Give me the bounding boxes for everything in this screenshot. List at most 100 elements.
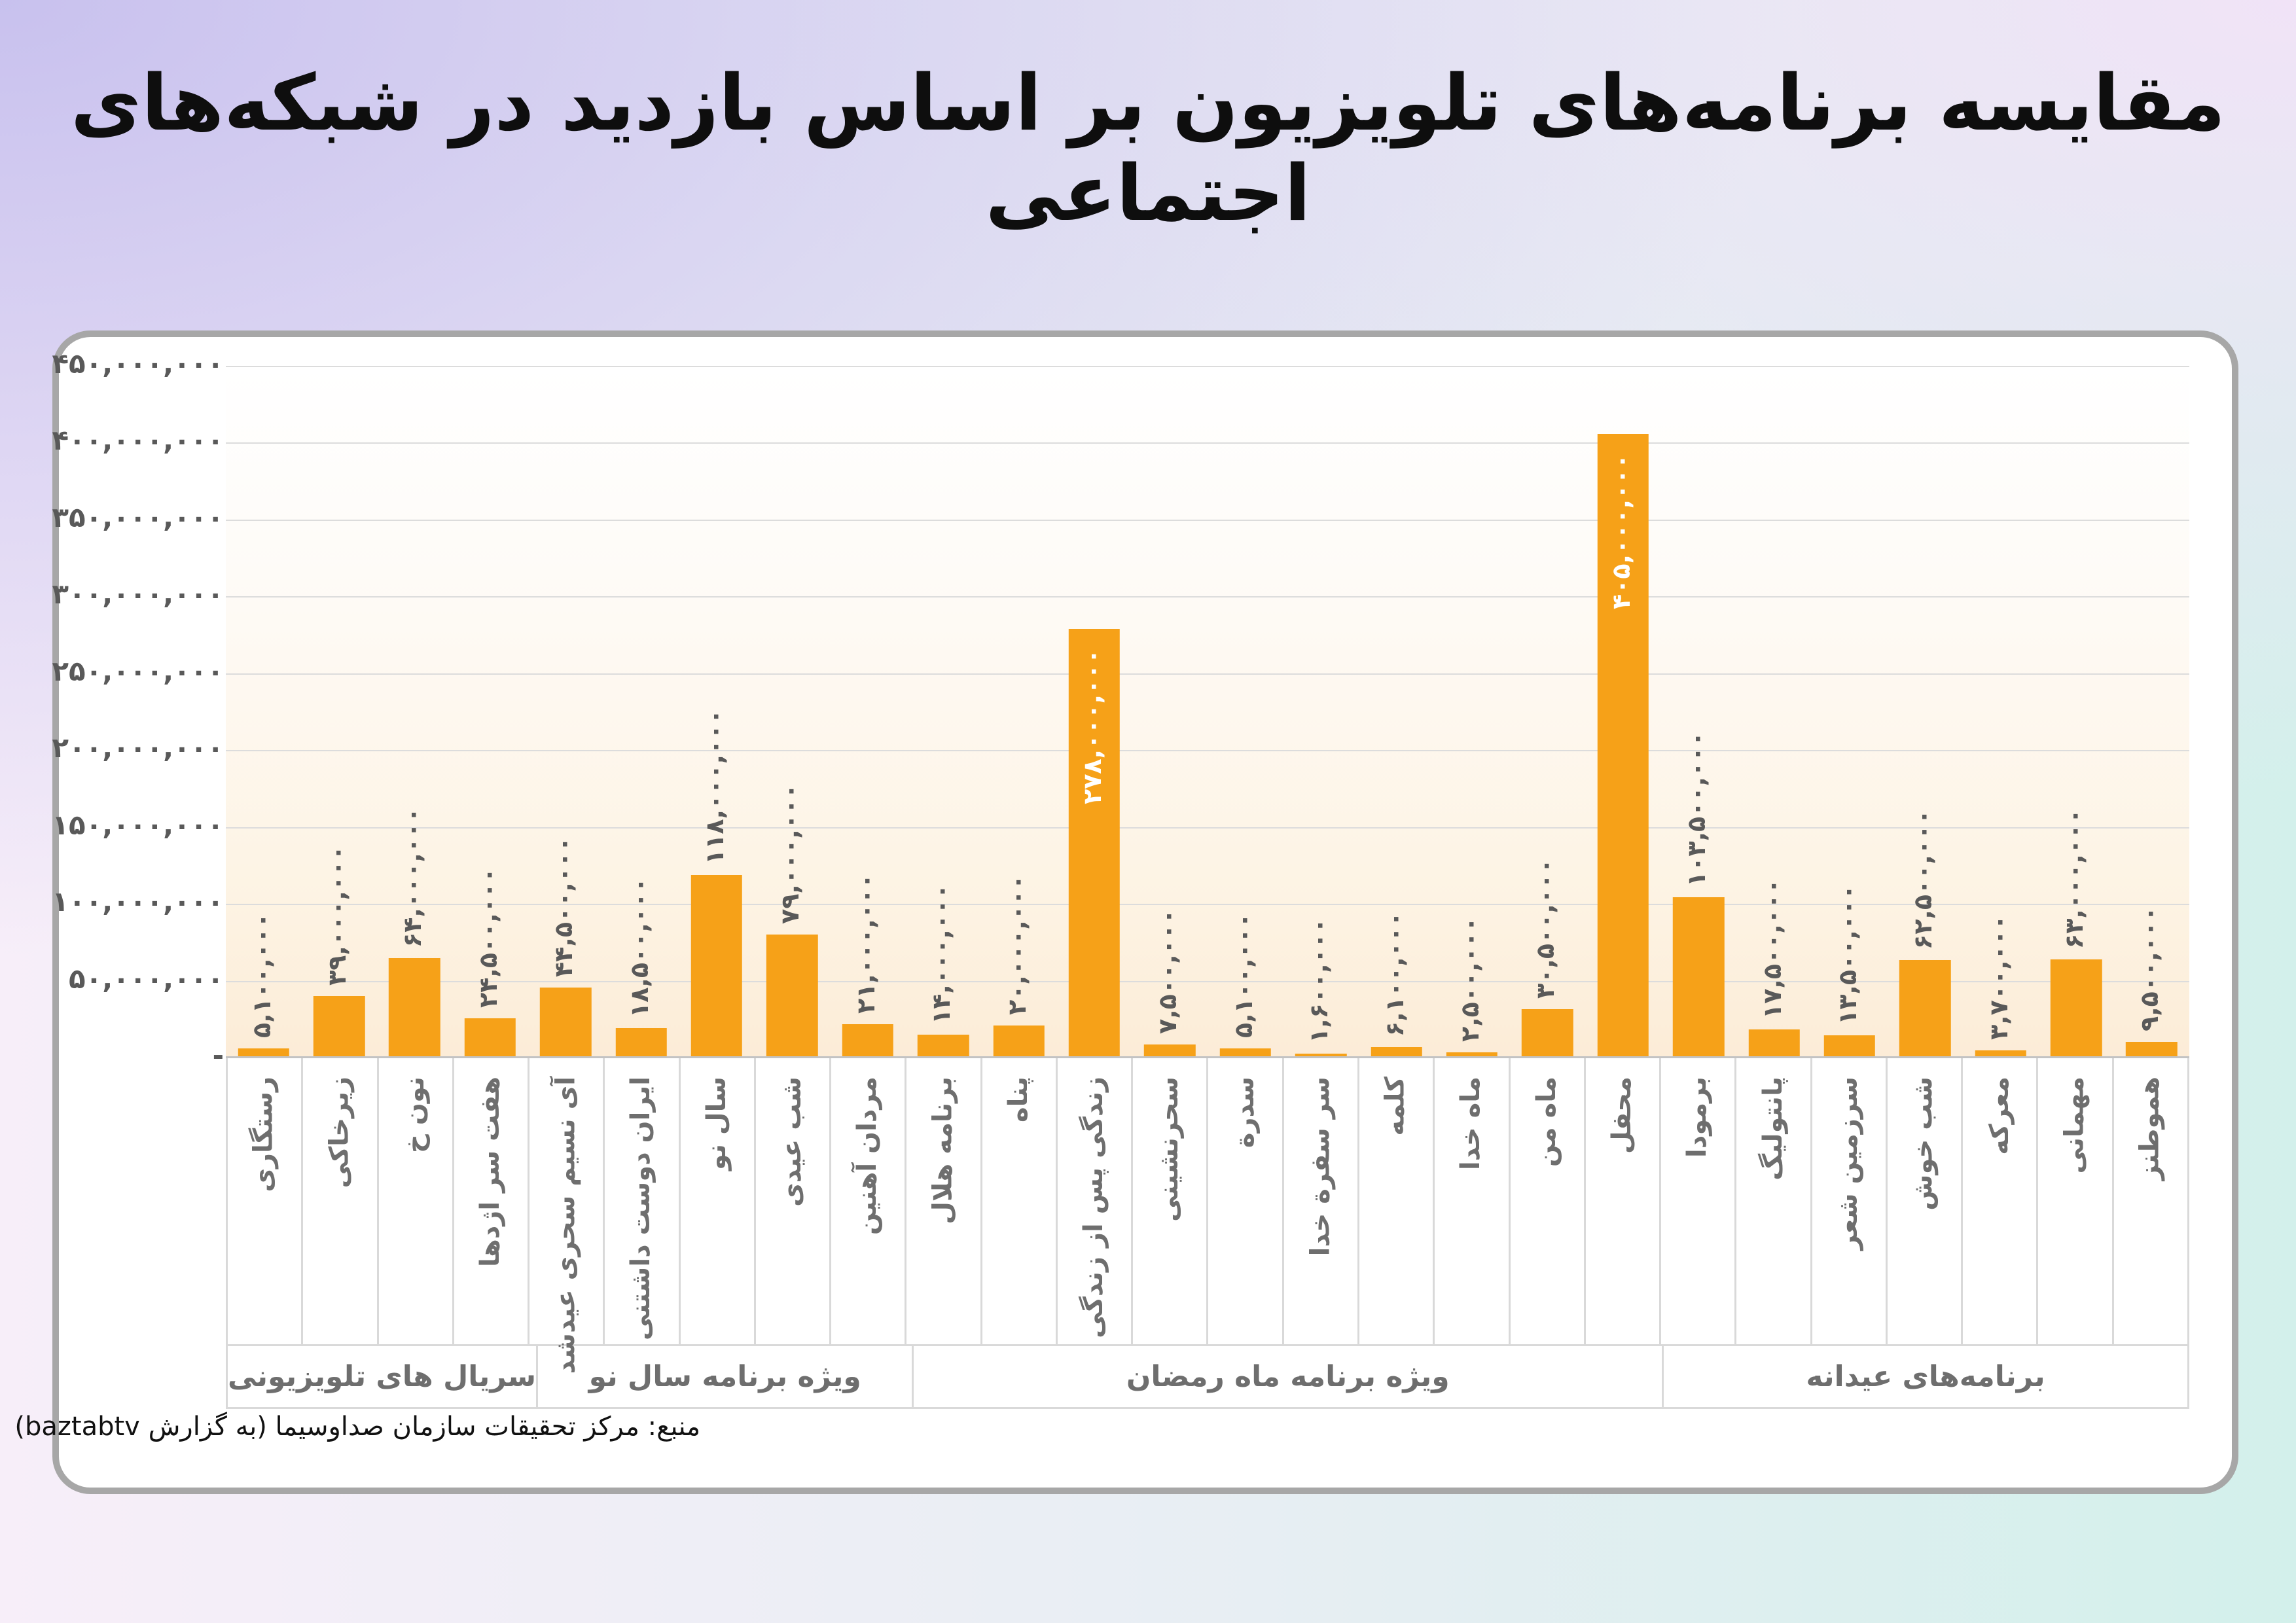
bar [1975,1050,2026,1056]
category-label: هموطنز [2134,1077,2165,1181]
bar [2126,1041,2178,1056]
category-cell: مردان آهنین [831,1058,907,1344]
category-cell: هفت سر اژدها [454,1058,530,1344]
bar-value-label: ۳,۷۰۰,۰۰۰ [1984,915,2013,1041]
source-note: منبع: مرکز تحقیقات سازمان صداوسیما (به گ… [14,1412,700,1442]
category-label: سرزمین شعر [1833,1077,1863,1251]
bar-slot: ۳,۷۰۰,۰۰۰ [1963,366,2038,1056]
bar [1371,1046,1422,1056]
category-label: ایران دوست داشتنی [626,1077,656,1341]
category-cell: شب خوش [1888,1058,1964,1344]
y-tick-label: ۳۵۰,۰۰۰,۰۰۰ [52,501,224,533]
bar-value-label: ۱۰۳,۵۰۰,۰۰۰ [1682,731,1712,887]
category-label: مردان آهنین [852,1077,883,1236]
gridline [226,366,2189,367]
category-cell: کلمه [1359,1058,1435,1344]
bar [1144,1044,1196,1056]
category-cell: سال نو [681,1058,756,1344]
bar [238,1048,289,1056]
bar [1899,960,1951,1056]
category-label: محفل [1606,1077,1637,1154]
bar-slot: ۱۴,۰۰۰,۰۰۰ [906,366,981,1056]
category-label: برمودا [1682,1077,1713,1158]
bar-value-label: ۶۳,۰۰۰,۰۰۰ [2060,808,2089,950]
bar-slot: ۷,۵۰۰,۰۰۰ [1132,366,1208,1056]
bar-slot: ۵,۱۰۰,۰۰۰ [1208,366,1283,1056]
bar-value-label: ۵,۱۰۰,۰۰۰ [247,912,276,1039]
bar [993,1026,1045,1056]
category-label: زیرخاکی [324,1077,355,1188]
bar [1597,433,1649,1056]
bar [464,1018,516,1056]
category-cell: نون خ [379,1058,454,1344]
category-cell: ماه من [1511,1058,1586,1344]
bar-slot: ۴۰۵,۰۰۰,۰۰۰ [1585,366,1660,1056]
bar-value-label: ۱۴,۰۰۰,۰۰۰ [927,883,956,1025]
category-cell: پانتولیگ [1736,1058,1812,1344]
bar-value-label: ۹,۵۰۰,۰۰۰ [2135,906,2164,1031]
category-cell: آی نسیم سحری عیدشد [529,1058,605,1374]
bar-value-label: ۱,۶۰۰,۰۰۰ [1304,918,1334,1044]
bar-value-label: ۴۰۵,۰۰۰,۰۰۰ [1606,454,1636,609]
bar-slot: ۳۰,۵۰۰,۰۰۰ [1510,366,1585,1056]
category-label: کلمه [1380,1077,1411,1136]
bar-value-label: ۱۱۸,۰۰۰,۰۰۰ [700,709,730,865]
category-cell: معرکه [1963,1058,2039,1344]
bar [691,874,743,1056]
group-axis: سریال های تلویزیونی ویژه برنامه سال نو ویژ… [226,1346,2189,1409]
gridline [226,980,2189,982]
chart-card: ۴۵۰,۰۰۰,۰۰۰ ۴۰۰,۰۰۰,۰۰۰ ۳۵۰,۰۰۰,۰۰۰ ۳۰۰,۰۰۰… [14,330,2238,1494]
plot-area: ۵,۱۰۰,۰۰۰ ۳۹,۰۰۰,۰۰۰ ۶۴,۰۰۰,۰۰۰ ۲۴,۵۰۰,۰۰۰ ۴… [226,366,2189,1058]
bar-slot: ۱۸,۵۰۰,۰۰۰ [603,366,679,1056]
bar-value-label: ۷,۵۰۰,۰۰۰ [1153,909,1183,1035]
bar [1446,1052,1498,1056]
bar-slot: ۲۱,۰۰۰,۰۰۰ [830,366,905,1056]
bar [313,996,365,1056]
category-cell: شب عیدی [756,1058,832,1344]
bar-value-label: ۲۴,۵۰۰,۰۰۰ [473,868,503,1008]
category-cell: زندگی پس از زندگی [1058,1058,1134,1344]
bar-value-label: ۱۳,۵۰۰,۰۰۰ [1833,884,1862,1026]
bar-value-label: ۲۰,۰۰۰,۰۰۰ [1002,874,1031,1016]
bar-slot: ۶۳,۰۰۰,۰۰۰ [2038,366,2113,1056]
bar-slot: ۲,۵۰۰,۰۰۰ [1434,366,1509,1056]
bar [1295,1054,1347,1056]
bar-slot: ۶,۱۰۰,۰۰۰ [1359,366,1434,1056]
bar-value-label: ۲,۵۰۰,۰۰۰ [1455,916,1484,1043]
category-label: ماه من [1531,1077,1562,1168]
gridline [226,442,2189,444]
bar-value-label: ۳۹,۰۰۰,۰۰۰ [323,845,352,986]
group-label: سریال های تلویزیونی [228,1346,538,1407]
bar-slot: ۹,۵۰۰,۰۰۰ [2114,366,2189,1056]
y-tick-label: ۱۰۰,۰۰۰,۰۰۰ [52,885,224,918]
category-cell: ماه خدا [1435,1058,1511,1344]
bar-slot: ۲۷۸,۰۰۰,۰۰۰ [1056,366,1132,1056]
category-cell: محفل [1586,1058,1662,1344]
group-label: برنامه‌های عیدانه [1664,1346,2189,1407]
category-label: زندگی پس از زندگی [1079,1077,1109,1338]
bar-slot: ۱۱۸,۰۰۰,۰۰۰ [679,366,754,1056]
bar [615,1027,667,1056]
bar-value-label: ۶,۱۰۰,۰۰۰ [1380,911,1409,1037]
bar-value-label: ۷۹,۰۰۰,۰۰۰ [776,784,805,925]
y-tick-label: ۵۰,۰۰۰,۰۰۰ [69,962,224,995]
category-cell: رستگاری [228,1058,304,1344]
y-tick-label: ۲۰۰,۰۰۰,۰۰۰ [52,732,224,764]
bar [1748,1029,1800,1056]
bar [1823,1035,1876,1056]
gridline [226,827,2189,829]
y-tick-label: ۲۵۰,۰۰۰,۰۰۰ [52,654,224,687]
category-label: پناه [1003,1077,1033,1122]
category-label: شب خوش [1908,1077,1939,1211]
category-label: سدرة [1229,1077,1260,1149]
bar-value-label: ۶۴,۰۰۰,۰۰۰ [398,807,427,948]
bar [1219,1048,1271,1056]
category-cell: برمودا [1661,1058,1737,1344]
bar [2050,959,2102,1056]
category-axis: رستگاری زیرخاکی نون خ هفت سر اژدها آی نسیم س… [226,1058,2189,1374]
category-cell: پناه [982,1058,1058,1344]
category-label: ماه خدا [1456,1077,1486,1170]
category-label: پانتولیگ [1757,1077,1788,1181]
bar-value-label: ۱۷,۵۰۰,۰۰۰ [1757,878,1787,1019]
